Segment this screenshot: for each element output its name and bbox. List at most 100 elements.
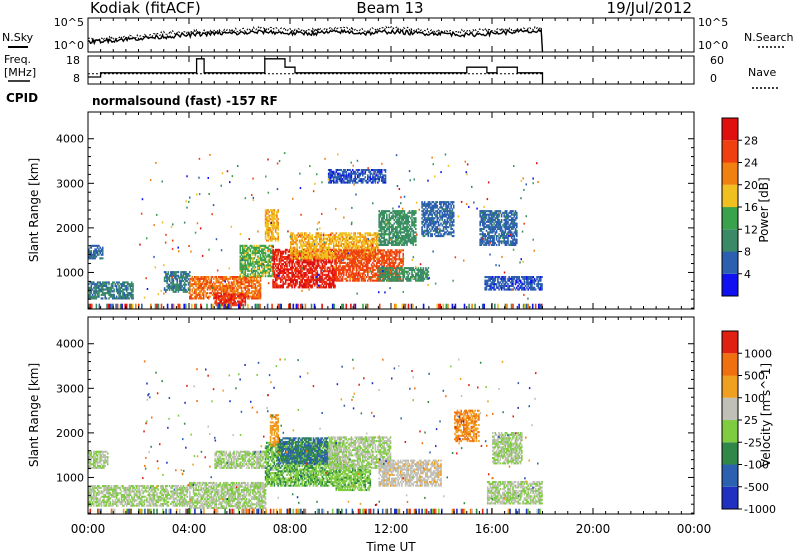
heatmap-cell <box>99 250 101 253</box>
heatmap-cell <box>276 257 278 260</box>
heatmap-cell <box>367 258 369 261</box>
heatmap-cell <box>305 261 307 264</box>
heatmap-cell <box>392 263 394 266</box>
heatmap-cell <box>324 246 326 249</box>
heatmap-cell <box>399 226 402 229</box>
heatmap-cell <box>316 252 319 255</box>
heatmap-cell <box>292 250 295 253</box>
heatmap-cell <box>119 292 122 295</box>
heatmap-cell <box>387 268 389 271</box>
heatmap-cell <box>437 224 440 227</box>
heatmap-cell <box>387 220 389 223</box>
heatmap-cell <box>205 283 207 286</box>
heatmap-cell <box>399 268 402 271</box>
heatmap-cell <box>258 244 260 247</box>
heatmap-cell <box>287 284 290 287</box>
heatmap-cell <box>268 232 271 235</box>
heatmap-cell <box>94 284 96 287</box>
heatmap-cell <box>447 206 450 209</box>
heatmap-cell <box>378 260 380 263</box>
heatmap-cell <box>387 249 389 252</box>
heatmap-cell <box>331 275 334 278</box>
heatmap-cell <box>378 222 380 225</box>
heatmap-cell <box>183 281 186 284</box>
heatmap-cell <box>336 279 339 282</box>
heatmap-cell <box>358 277 360 280</box>
heatmap-cell <box>244 259 247 262</box>
heatmap-cell <box>249 262 252 265</box>
heatmap-cell <box>207 281 210 284</box>
heatmap-cell <box>191 288 194 291</box>
heatmap-cell <box>384 226 387 229</box>
heatmap-cell <box>192 286 195 289</box>
heatmap-cell <box>452 201 455 204</box>
heatmap-cell <box>291 266 293 269</box>
heatmap-cell <box>481 235 484 238</box>
heatmap-cell <box>344 265 346 268</box>
heatmap-cell <box>300 243 302 246</box>
heatmap-cell <box>216 292 219 295</box>
heatmap-cell <box>346 265 349 268</box>
heatmap-cell <box>132 290 134 293</box>
heatmap-cell <box>287 286 290 289</box>
heatmap-cell <box>243 295 245 298</box>
heatmap-cell <box>403 229 406 232</box>
heatmap-cell <box>345 272 348 275</box>
heatmap-cell <box>314 273 316 276</box>
heatmap-cell <box>228 302 230 305</box>
heatmap-cell <box>428 219 431 222</box>
heatmap-cell <box>231 292 234 295</box>
heatmap-cell <box>95 250 98 253</box>
heatmap-cell <box>279 264 282 267</box>
heatmap-cell <box>88 288 90 291</box>
heatmap-cell <box>315 252 317 255</box>
heatmap-cell <box>273 256 276 259</box>
heatmap-cell <box>451 224 454 227</box>
heatmap-cell <box>231 302 234 305</box>
heatmap-cell <box>428 217 431 220</box>
heatmap-region <box>88 281 134 300</box>
heatmap-cell <box>130 293 133 296</box>
heatmap-cell <box>230 281 233 284</box>
heatmap-cell <box>365 276 368 279</box>
heatmap-cell <box>483 226 485 229</box>
heatmap-cell <box>326 246 329 249</box>
heatmap-cell <box>296 273 298 276</box>
heatmap-cell <box>343 249 345 252</box>
heatmap-cell <box>284 252 287 255</box>
heatmap-cell <box>388 274 391 277</box>
heatmap-cell <box>314 235 316 238</box>
heatmap-cell <box>383 274 385 277</box>
heatmap-cell <box>441 206 444 209</box>
heatmap-cell <box>276 227 278 230</box>
heatmap-cell <box>348 243 350 246</box>
heatmap-cell <box>396 249 398 252</box>
heatmap-cell <box>367 234 369 237</box>
heatmap-cell <box>356 248 359 251</box>
heatmap-cell <box>339 260 341 263</box>
heatmap-cell <box>264 234 267 237</box>
heatmap-cell <box>230 297 233 300</box>
heatmap-cell <box>273 252 276 255</box>
heatmap-cell <box>415 243 417 246</box>
heatmap-cell <box>106 292 109 295</box>
heatmap-cell <box>380 236 383 239</box>
heatmap-cell <box>272 250 274 253</box>
heatmap-cell <box>329 237 331 240</box>
heatmap-cell <box>103 293 105 296</box>
heatmap-cell <box>398 240 401 243</box>
heatmap-cell <box>112 295 114 298</box>
heatmap-cell <box>349 241 351 244</box>
heatmap-cell <box>257 292 259 295</box>
heatmap-cell <box>315 246 317 249</box>
heatmap-cell <box>436 206 439 209</box>
heatmap-cell <box>403 211 406 214</box>
heatmap-cell <box>334 279 336 282</box>
heatmap-cell <box>394 213 397 216</box>
heatmap-cell <box>268 234 271 237</box>
heatmap-cell <box>327 273 330 276</box>
heatmap-cell <box>240 292 243 295</box>
heatmap-cell <box>272 219 274 222</box>
heatmap-cell <box>375 265 378 268</box>
heatmap-cell <box>311 279 314 282</box>
